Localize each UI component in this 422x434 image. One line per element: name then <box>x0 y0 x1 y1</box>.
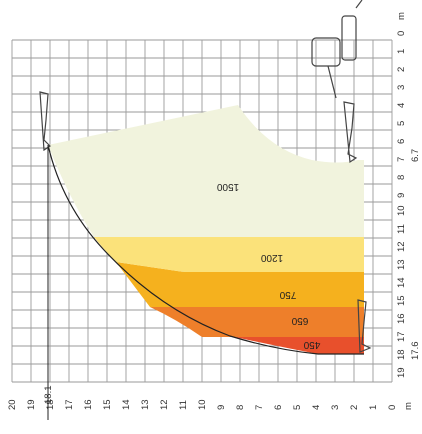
label-1500: 1500 <box>216 181 239 192</box>
boom-bottom <box>357 299 372 353</box>
boom-left <box>39 91 51 152</box>
y-tick-label: 9 <box>396 193 407 198</box>
y-tick-label: 3 <box>396 85 407 90</box>
zone-1500 <box>48 105 364 237</box>
y-tick-label: 7 <box>396 157 407 162</box>
y-tick-label: 6 <box>396 139 407 144</box>
x-tick-label: 2 <box>349 405 360 410</box>
x-tick-label: 16 <box>83 399 94 410</box>
y-tick-label: 0 <box>396 31 407 36</box>
y-tick-label: 5 <box>396 121 407 126</box>
x-tick-label: 20 <box>7 399 18 410</box>
y-unit-label: m <box>396 12 407 20</box>
x-tick-label: 17 <box>64 399 75 410</box>
x-tick-label: 15 <box>102 399 113 410</box>
x-tick-label: 6 <box>273 405 284 410</box>
y-tick-label: 14 <box>396 277 407 288</box>
zone-1200 <box>94 237 364 272</box>
y-tick-label: 15 <box>396 295 407 306</box>
label-450: 450 <box>303 339 320 350</box>
reach-boundary <box>47 144 364 355</box>
label-650: 650 <box>291 315 308 326</box>
y-tick-label: 18 <box>396 349 407 360</box>
x-tick-label: 12 <box>159 399 170 410</box>
zone-650 <box>150 307 364 337</box>
x-axis-labels: 20 19 18 17 16 15 14 13 12 11 10 9 8 7 6 5 4 3 2 1 0 m <box>7 399 414 410</box>
x-tick-label: 14 <box>121 399 132 410</box>
label-17-6: 17.6 <box>410 342 421 361</box>
x-tick-label: 0 <box>387 405 398 410</box>
x-tick-label: 10 <box>197 399 208 410</box>
y-tick-label: 10 <box>396 205 407 216</box>
y-tick-label: 4 <box>396 103 407 108</box>
zone-750 <box>116 262 364 307</box>
x-tick-label: 9 <box>216 405 227 410</box>
load-zones <box>48 105 364 354</box>
y-tick-label: 1 <box>396 49 407 54</box>
x-tick-label: 4 <box>311 405 322 410</box>
x-tick-label: 3 <box>330 405 341 410</box>
label-1200: 1200 <box>260 252 283 263</box>
y-tick-label: 8 <box>396 175 407 180</box>
x-tick-label: 11 <box>178 400 189 410</box>
y-tick-label: 17 <box>396 331 407 342</box>
y-tick-label: 16 <box>396 313 407 324</box>
y-tick-label: 12 <box>396 241 407 252</box>
boom-right <box>343 101 358 164</box>
label-6-7: 6.7 <box>410 149 421 162</box>
y-tick-label: 11 <box>396 224 407 234</box>
x-tick-label: 18 <box>45 399 56 410</box>
x-tick-label: 19 <box>26 399 37 410</box>
label-750: 750 <box>279 289 296 300</box>
x-tick-label: 5 <box>292 405 303 410</box>
y-tick-label: 2 <box>396 67 407 72</box>
boom-top <box>311 0 363 99</box>
x-unit-label: m <box>403 402 414 410</box>
x-tick-label: 1 <box>368 405 379 410</box>
y-tick-label: 13 <box>396 259 407 270</box>
x-tick-label: 8 <box>235 405 246 410</box>
zone-450 <box>230 336 364 354</box>
x-tick-label: 13 <box>140 399 151 410</box>
x-tick-label: 7 <box>254 405 265 410</box>
y-tick-label: 19 <box>396 367 407 378</box>
